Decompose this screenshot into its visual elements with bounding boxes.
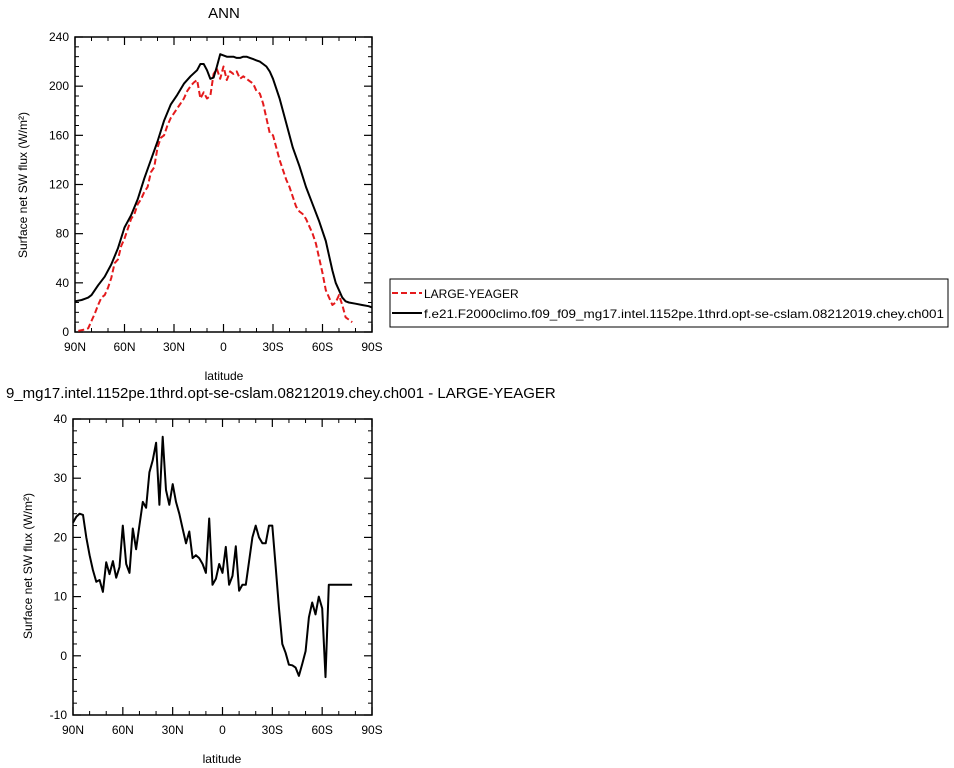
top-y-tick-label: 40 xyxy=(56,276,70,290)
bottom-y-tick-label: 10 xyxy=(54,590,68,604)
bottom-x-tick-label: 60S xyxy=(311,723,332,737)
top-y-tick-label: 120 xyxy=(49,178,69,192)
top-x-tick-label: 60S xyxy=(312,340,333,354)
top-panel: ANN latitude Surface net SW flux (W/m²) … xyxy=(16,5,383,383)
bottom-y-tick-label: 30 xyxy=(54,471,68,485)
bottom-y-tick-label: 40 xyxy=(54,412,68,426)
top-y-tick-label: 160 xyxy=(49,128,69,142)
top-x-tick-label: 30S xyxy=(262,340,283,354)
top-plot-frame xyxy=(74,36,373,333)
bottom-y-tick-label: 20 xyxy=(54,530,68,544)
top-y-axis-label: Surface net SW flux (W/m²) xyxy=(16,112,30,258)
top-x-tick-label: 90S xyxy=(361,340,382,354)
top-y-tick-label: 80 xyxy=(56,227,70,241)
bottom-x-axis-label: latitude xyxy=(203,752,242,766)
top-y-tick-label: 0 xyxy=(62,325,69,339)
bottom-x-tick-label: 0 xyxy=(219,723,226,737)
bottom-x-tick-label: 60N xyxy=(112,723,134,737)
bottom-chart-title: 9_mg17.intel.1152pe.1thrd.opt-se-cslam.0… xyxy=(6,385,556,402)
bottom-y-tick-label: -10 xyxy=(50,708,68,722)
top-x-tick-label: 0 xyxy=(220,340,227,354)
legend-box xyxy=(389,278,949,328)
legend-label-model: f.e21.F2000climo.f09_f09_mg17.intel.1152… xyxy=(424,307,944,321)
legend-label-large-yeager: LARGE-YEAGER xyxy=(424,287,519,301)
bottom-y-axis-label: Surface net SW flux (W/m²) xyxy=(21,493,35,639)
bottom-panel: 9_mg17.intel.1152pe.1thrd.opt-se-cslam.0… xyxy=(6,385,556,766)
bottom-x-tick-label: 90S xyxy=(361,723,382,737)
bottom-x-tick-label: 30N xyxy=(162,723,184,737)
top-chart-title: ANN xyxy=(208,5,240,22)
top-y-tick-label: 240 xyxy=(49,30,69,44)
legend: LARGE-YEAGER f.e21.F2000climo.f09_f09_mg… xyxy=(389,278,949,328)
top-series-line-1 xyxy=(74,53,373,309)
bottom-x-tick-label: 90N xyxy=(62,723,84,737)
top-x-tick-label: 30N xyxy=(163,340,185,354)
bottom-x-tick-label: 30S xyxy=(262,723,283,737)
top-x-tick-label: 90N xyxy=(64,340,86,354)
top-y-tick-label: 200 xyxy=(49,79,69,93)
top-x-tick-label: 60N xyxy=(113,340,135,354)
bottom-series-line-0 xyxy=(72,435,353,679)
top-x-axis-label: latitude xyxy=(205,369,244,383)
bottom-y-tick-label: 0 xyxy=(60,649,67,663)
